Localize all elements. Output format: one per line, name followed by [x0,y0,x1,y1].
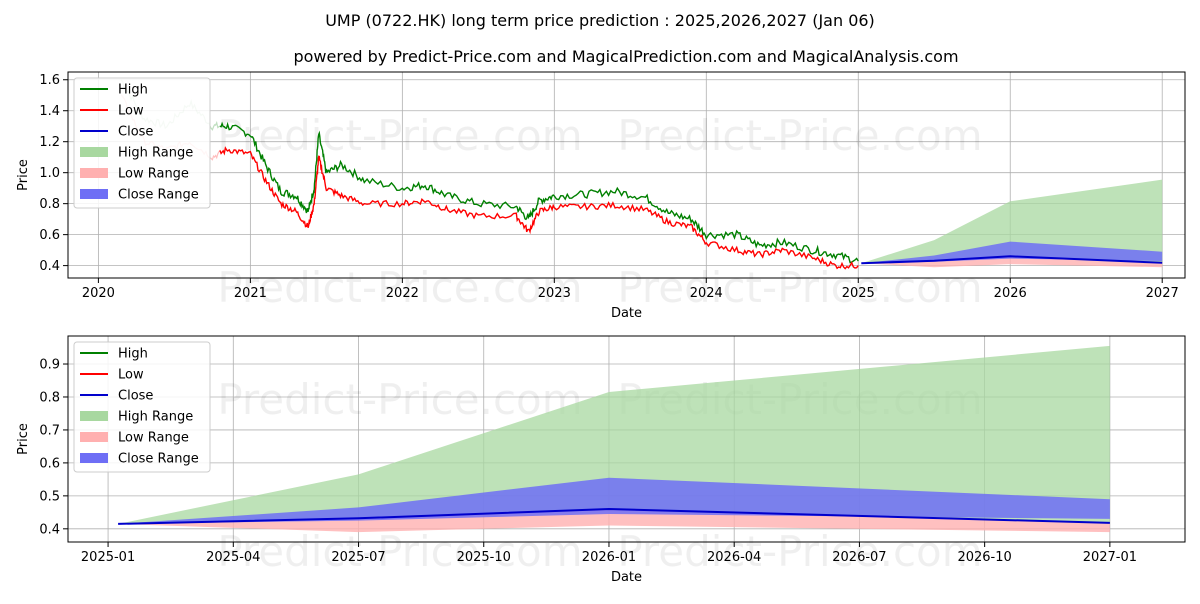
x-tick-label: 2026-04 [707,550,761,565]
y-tick-label: 0.7 [39,423,60,438]
legend-swatch-close-range [80,189,108,199]
x-tick-label: 2027-01 [1083,550,1137,565]
y-tick-label: 1.0 [39,166,60,181]
x-tick-label: 2025-01 [81,550,135,565]
x-tick-label: 2025-07 [331,550,385,565]
close-range-area [118,477,1110,524]
legend-label: Low [118,368,144,383]
close-line [861,255,1163,265]
close-line [118,507,1110,525]
y-axis-label: Price [16,159,31,191]
watermark-text: Predict-Price.com [217,375,582,424]
x-axis-label: Date [611,570,642,585]
watermark-text: Predict-Price.com [217,111,582,160]
plot-area [120,79,1163,270]
legend-label: Low Range [118,167,189,182]
legend-label: Close Range [118,188,199,203]
x-axis-label: Date [611,306,642,321]
legend-label: Close Range [118,452,199,467]
y-tick-label: 0.4 [39,522,60,537]
legend-label: Low Range [118,431,189,446]
forecast-detail-chart: Predict-Price.com Predict-Price.com Predic… [16,335,1186,585]
x-tick-label: 2023 [538,286,571,301]
low-line [219,146,859,270]
legend-swatch-high-range [80,411,108,421]
x-tick-label: 2022 [386,286,419,301]
legend-label: High Range [118,410,193,425]
y-tick-label: 0.5 [39,489,60,504]
x-tick-label: 2026-01 [582,550,636,565]
legend-label: Low [118,104,144,119]
y-tick-label: 0.6 [39,228,60,243]
legend-label: High [118,347,148,362]
legend-swatch-low-range [80,168,108,178]
y-tick-label: 1.6 [39,73,60,88]
chart-subtitle: powered by Predict-Price.com and Magical… [293,47,958,66]
y-axis-label: Price [16,423,31,455]
legend: High Low Close High Range Low Range Close Ran… [73,341,211,473]
watermark-text: Predict-Price.com [617,263,982,312]
overview-chart: Predict-Price.com Predict-Price.com Predic… [16,71,1186,321]
high-range-area [118,345,1110,524]
watermark-text: Predict-Price.com [617,527,982,576]
x-tick-label: 2026 [994,286,1027,301]
y-tick-label: 0.8 [39,197,60,212]
legend-label: High [118,83,148,98]
legend-swatch-low-range [80,432,108,442]
y-tick-label: 0.6 [39,456,60,471]
legend-swatch-high-range [80,147,108,157]
high-range-area [861,179,1163,264]
x-tick-label: 2020 [82,286,115,301]
legend-label: Close [118,125,153,140]
legend-label: Close [118,389,153,404]
chart-title: UMP (0722.HK) long term price prediction… [325,11,875,30]
y-tick-label: 1.2 [39,135,60,150]
watermark-text: Predict-Price.com [217,263,582,312]
low-range-area [861,256,1163,268]
y-tick-label: 0.9 [39,358,60,373]
watermark-text: Predict-Price.com [217,527,582,576]
y-tick-label: 0.4 [39,259,60,274]
x-tick-label: 2024 [690,286,723,301]
x-tick-label: 2026-07 [832,550,886,565]
axes-frame [67,335,1186,543]
high-line [219,121,859,264]
x-tick-label: 2027 [1146,286,1179,301]
x-tick-label: 2021 [234,286,267,301]
x-tick-label: 2025-04 [206,550,260,565]
axes-frame [67,71,1186,279]
plot-area [118,345,1110,533]
legend: High Low Close High Range Low Range Close Ran… [73,77,211,209]
legend-label: High Range [118,146,193,161]
y-tick-label: 0.8 [39,390,60,405]
watermark-text: Predict-Price.com [617,111,982,160]
x-tick-label: 2025 [842,286,875,301]
x-tick-label: 2025-10 [457,550,511,565]
x-tick-label: 2026-10 [957,550,1011,565]
low-range-area [118,509,1110,533]
y-tick-label: 1.4 [39,104,60,119]
legend-swatch-close-range [80,453,108,463]
close-range-area [861,241,1163,264]
